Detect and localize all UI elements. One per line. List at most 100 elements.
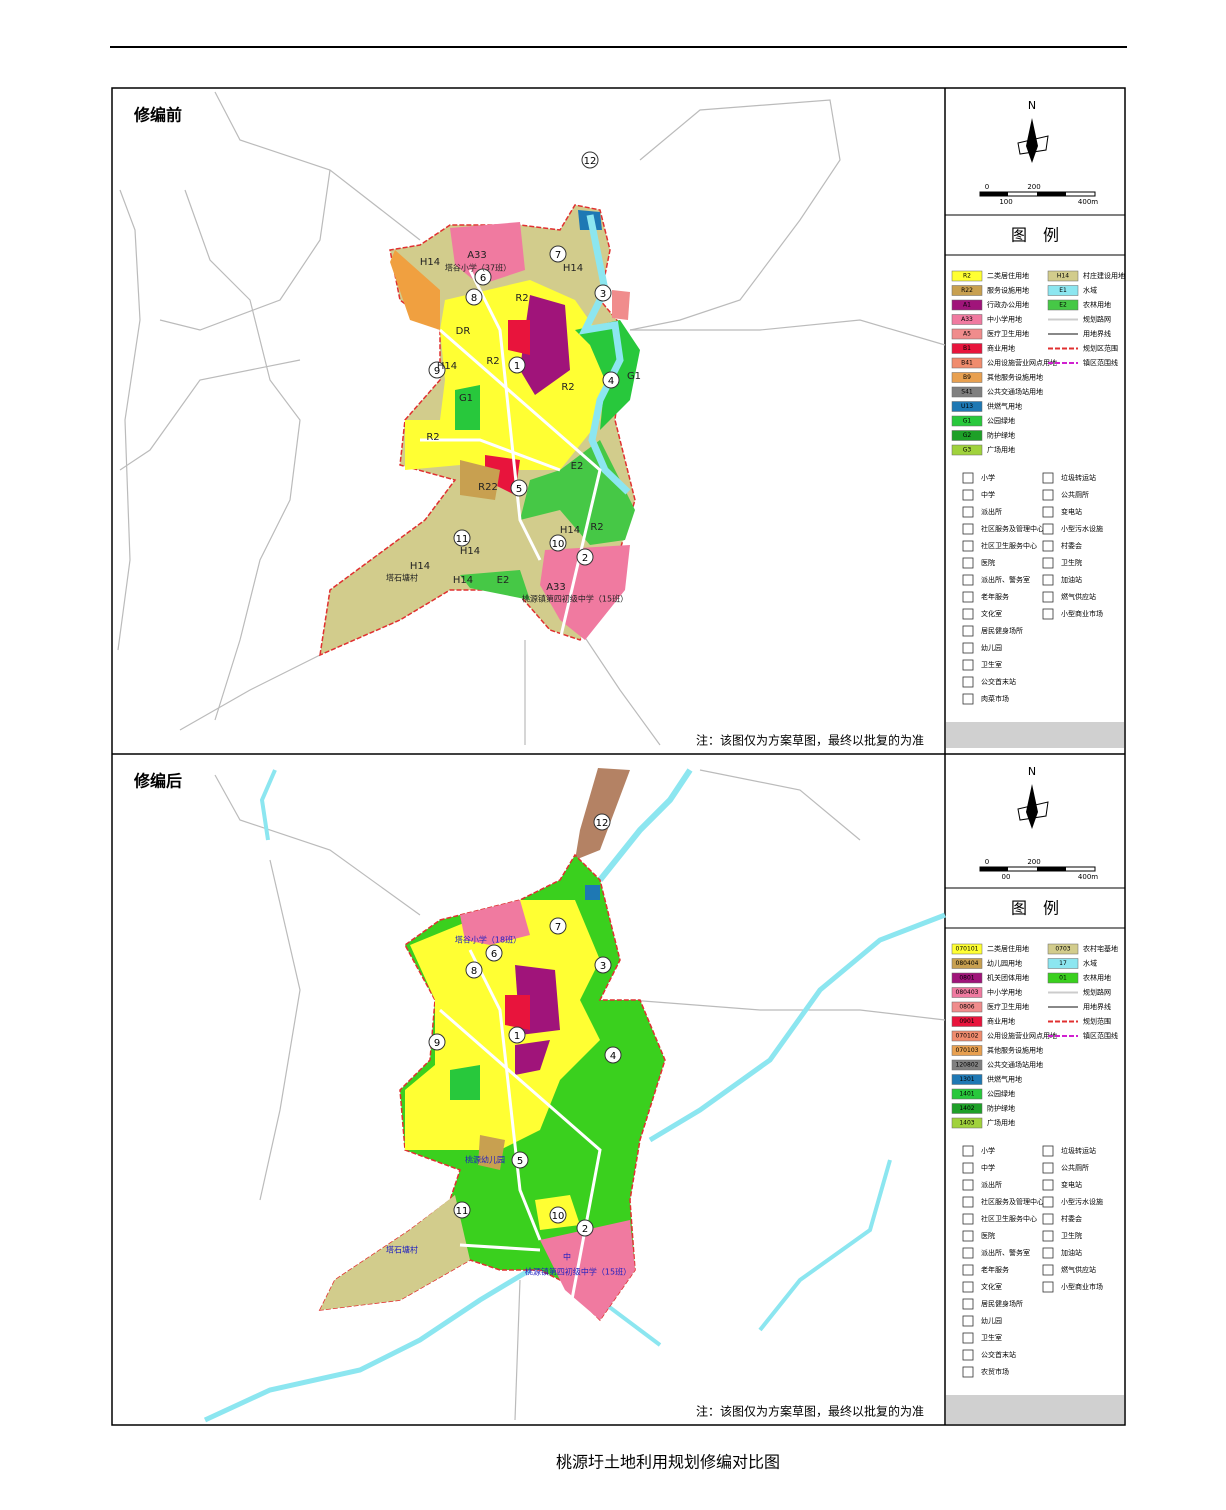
legend-facility: 医院 [981,558,995,567]
legend-name: 供燃气用地 [987,402,1022,411]
legend-name: 商业用地 [987,344,1015,353]
legend-swatch [951,270,983,282]
map-marker-label: 1 [514,361,520,372]
legend-code: E2 [1059,302,1067,309]
legend-name: 公园绿地 [987,416,1015,425]
legend-icon [962,608,974,620]
map-marker [428,1033,446,1051]
legend-icon [1042,1145,1054,1157]
map-marker [594,956,612,974]
legend-swatch [951,1074,983,1085]
legend-swatch [951,1001,983,1013]
legend-swatch [951,415,983,427]
legend-code: B41 [961,360,973,367]
map-marker-label: 5 [517,1156,523,1167]
map-label: G1 [627,371,641,382]
legend-facility: 垃圾转运站 [1061,1146,1096,1155]
legend-code: B1 [963,345,971,352]
legend-name: 农村宅基地 [1083,944,1118,953]
legend-name: 机关团体用地 [987,973,1029,982]
legend-code: 120802 [956,1062,979,1069]
legend-facility: 中学 [981,490,995,499]
map-label: R22 [478,482,498,493]
map-label: H14 [420,257,440,268]
north-arrow [1017,135,1049,155]
legend-name: 村庄建设用地 [1083,271,1125,280]
legend-icon [962,1179,974,1191]
legend-facility: 村委会 [1061,1214,1082,1223]
legend-swatch [951,1030,983,1042]
map-label: R2 [426,432,439,443]
legend-swatch [1047,958,1079,969]
legend-code: 1403 [959,1120,974,1127]
legend-swatch [951,1059,983,1071]
legend-facility: 小学 [981,1146,995,1155]
map-marker-label: 6 [491,949,497,960]
legend-swatch [951,343,983,354]
legend-facility: 村委会 [1061,541,1082,550]
map-marker [594,284,612,302]
legend-facility: 居民健身场所 [981,626,1023,635]
legend-swatch [951,1045,983,1056]
map-label: H14 [453,575,473,586]
legend-swatch [951,1117,983,1129]
legend-icon [1042,1281,1054,1293]
map-marker [593,813,611,831]
legend-swatch [951,299,983,311]
legend-icon [962,1315,974,1327]
legend-name: 用地界线 [1083,329,1111,338]
legend-facility: 小学 [981,473,995,482]
legend-facility: 社区卫生服务中心 [981,541,1037,550]
legend-swatch [951,444,983,456]
legend-facility: 文化室 [981,1282,1002,1291]
legend-code: R2 [963,273,971,280]
map-marker [549,917,567,935]
legend-facility: 卫生室 [981,660,1002,669]
panel-title: 修编前 [133,106,182,125]
legend-icon [962,506,974,518]
legend-facility: 小型商业市场 [1061,609,1103,618]
legend-swatch [951,372,983,383]
legend-facility: 派出所 [981,507,1002,516]
legend-icon [1042,523,1054,535]
legend-facility: 卫生院 [1061,558,1082,567]
map-marker [549,1206,567,1224]
legend-swatch [951,430,983,441]
legend-icon [1042,506,1054,518]
legend-swatch [951,972,983,984]
legend-code: 070103 [956,1047,979,1054]
legend-icon [962,1162,974,1174]
legend-swatch [1047,299,1079,311]
legend-facility: 农贸市场 [981,1367,1009,1376]
legend-facility: 派出所、警务室 [981,575,1030,584]
scale-label: 0 [985,183,989,191]
legend-name: 规划范围 [1083,1017,1111,1026]
map-marker-label: 1 [514,1031,520,1042]
map-after [203,768,946,1423]
legend-code: U13 [961,403,973,410]
legend-facility: 小型商业市场 [1061,1282,1103,1291]
scale-label: 200 [1027,183,1040,191]
legend-name: 农林用地 [1083,973,1111,982]
legend-facility: 垃圾转运站 [1061,473,1096,482]
legend-name: 其他服务设施用地 [987,373,1043,382]
scale-label: 400m [1078,198,1098,206]
legend-name: 中小学用地 [987,315,1022,324]
legend-name: 水域 [1083,959,1097,968]
legend-footer [946,722,1124,748]
legend-facility: 老年服务 [981,592,1009,601]
legend-name: 公园绿地 [987,1089,1015,1098]
legend-name: 广场用地 [987,445,1015,454]
legend-facility: 加油站 [1061,1248,1082,1257]
map-label: 桃源镇第四初级中学（15班） [522,594,628,604]
legend-icon [1042,557,1054,569]
legend-code: A1 [963,302,971,309]
scale-bar [980,192,1008,196]
panel-title: 修编后 [133,772,182,791]
legend-name: 公用设施营业网点用地 [987,1031,1057,1040]
legend-swatch [951,328,983,340]
legend-swatch [951,987,983,998]
legend-code: 01 [1059,975,1067,982]
legend-facility: 加油站 [1061,575,1082,584]
legend-facility: 小型污水设施 [1061,1197,1103,1206]
